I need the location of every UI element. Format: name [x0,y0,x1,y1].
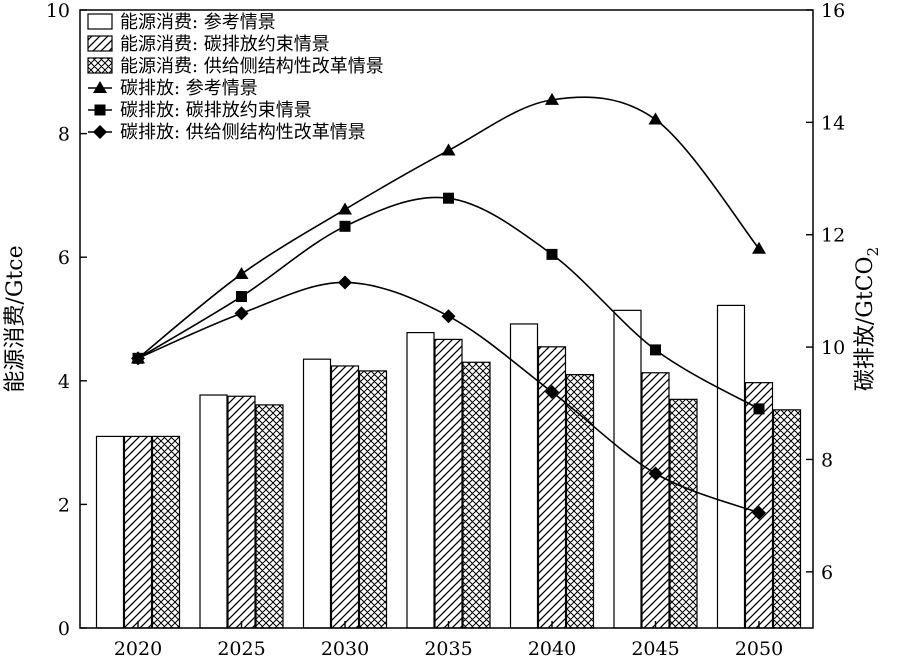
tick-left-label: 4 [58,371,70,393]
point-diamond-2035 [441,309,456,324]
bar-hatch-2045 [641,372,670,629]
tick-left-label: 2 [58,494,70,516]
bar-crosshatch-2025 [255,404,284,629]
tick-left-label: 8 [58,124,70,146]
bar-hatch-2050 [744,382,774,629]
bar-blank-2025 [199,394,228,629]
bar-crosshatch-2035 [462,361,491,629]
tick-x-label: 2035 [424,638,472,660]
legend-label: 能源消费: 供给侧结构性改革情景 [120,56,384,77]
bar-blank-2040 [509,323,539,629]
bar-blank-2045 [613,309,642,629]
bar-hatch-2025 [227,395,256,629]
point-diamond-2030 [338,275,352,290]
plot-frame [79,9,814,629]
bar-blank-2050 [716,304,746,629]
axis-ticks: 0 2 4 6 8 10 6 8 10 12 14 16 2020 2025 2030 2035 2040 204… [46,0,845,660]
point-square-2040 [546,248,558,260]
point-square-2030 [339,220,351,232]
line-group [131,92,766,520]
tick-right-label: 6 [821,562,833,584]
legend-swatch-blank [87,13,113,30]
point-diamond-2040 [545,385,559,400]
point-diamond-2020 [131,351,145,366]
y-axis-right-label-subscript: 2 [864,247,882,257]
bar-crosshatch-2020 [151,435,181,629]
bar-crosshatch-2030 [358,370,388,629]
point-square-2035 [443,192,454,204]
tick-left-label: 6 [58,247,70,269]
bar-hatch-2020 [123,435,153,629]
point-diamond-2025 [234,306,249,321]
legend-marker-square [94,104,106,116]
legend-label: 能源消费: 碳排放约束情景 [120,34,330,55]
point-square-2025 [236,291,247,303]
legend-label: 碳排放: 参考情景 [120,78,258,99]
point-square-2045 [650,344,661,356]
tick-x-label: 2050 [735,638,783,660]
bar-hatch-2030 [330,365,360,629]
legend-marker-diamond [93,125,107,139]
bar-crosshatch-2040 [565,374,595,629]
tick-left-label: 0 [58,618,70,640]
point-triangle-2040 [545,92,559,105]
bar-hatch-2035 [434,338,463,629]
tick-right-label: 16 [821,0,845,22]
bar-group [95,304,802,629]
point-diamond-2045 [648,466,663,481]
tick-right-label: 10 [821,337,845,359]
bar-blank-2030 [302,358,332,629]
bar-crosshatch-2045 [669,398,698,629]
y-axis-right-label: 碳排放/GtCO2 [853,247,882,391]
point-triangle-2035 [441,143,456,156]
tick-right-label: 12 [821,225,845,247]
tick-x-label: 2030 [321,638,369,660]
point-triangle-2045 [648,112,663,125]
legend-label: 碳排放: 供给侧结构性改革情景 [120,122,366,143]
point-square-2050 [753,403,765,415]
point-triangle-2030 [338,202,352,215]
y-axis-right-label-main: 碳排放/GtCO [853,256,878,391]
point-diamond-2050 [752,505,766,520]
point-triangle-2050 [752,241,766,254]
tick-x-label: 2045 [631,638,679,660]
legend-label: 碳排放: 碳排放约束情景 [120,100,312,121]
tick-x-label: 2040 [528,638,576,660]
legend-swatch-hatch [87,35,113,52]
bar-blank-2020 [95,435,125,629]
y-axis-left-label: 能源消费/Gtce [3,245,28,392]
legend-label: 能源消费: 参考情景 [120,12,276,33]
point-triangle-2025 [234,267,249,280]
tick-right-label: 8 [821,449,833,471]
bar-blank-2035 [406,331,435,629]
tick-x-label: 2025 [217,638,265,660]
tick-right-label: 14 [821,112,845,134]
tick-x-label: 2020 [114,638,162,660]
bar-crosshatch-2050 [772,409,802,629]
tick-left-label: 10 [46,0,70,22]
legend-swatch-crosshatch [87,57,113,74]
legend-marker-triangle [93,81,107,93]
